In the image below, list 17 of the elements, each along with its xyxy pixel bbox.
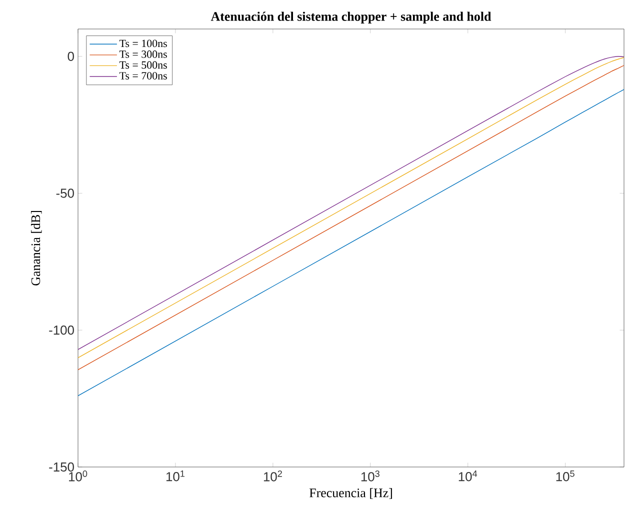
x-tick-label: 10$^{0}$ [69, 470, 88, 482]
x-tick-label: 10$^{2}$ [264, 470, 282, 482]
chart-title: Atenuación del sistema chopper + sample and hold [210, 12, 492, 24]
legend-label: Ts = 500ns [119, 61, 167, 69]
y-tick-label: -50 [56, 188, 74, 198]
x-tick-label: 10$^{4}$ [458, 470, 478, 482]
y-tick-label: -150 [49, 462, 74, 472]
y-axis-title: Ganancia [dB] [31, 211, 42, 286]
x-axis-title: Frecuencia [Hz] [309, 488, 392, 499]
legend-label: Ts = 300ns [119, 50, 167, 58]
legend-label: Ts = 100ns [119, 40, 167, 48]
x-tick-label: 10$^{1}$ [166, 470, 184, 482]
y-tick-label: 0 [68, 52, 74, 61]
x-tick-label: 10$^{5}$ [556, 470, 574, 482]
legend-label: Ts = 700ns [119, 72, 167, 80]
y-tick-label: -100 [49, 326, 74, 335]
x-tick-label: 10$^{3}$ [361, 470, 380, 482]
